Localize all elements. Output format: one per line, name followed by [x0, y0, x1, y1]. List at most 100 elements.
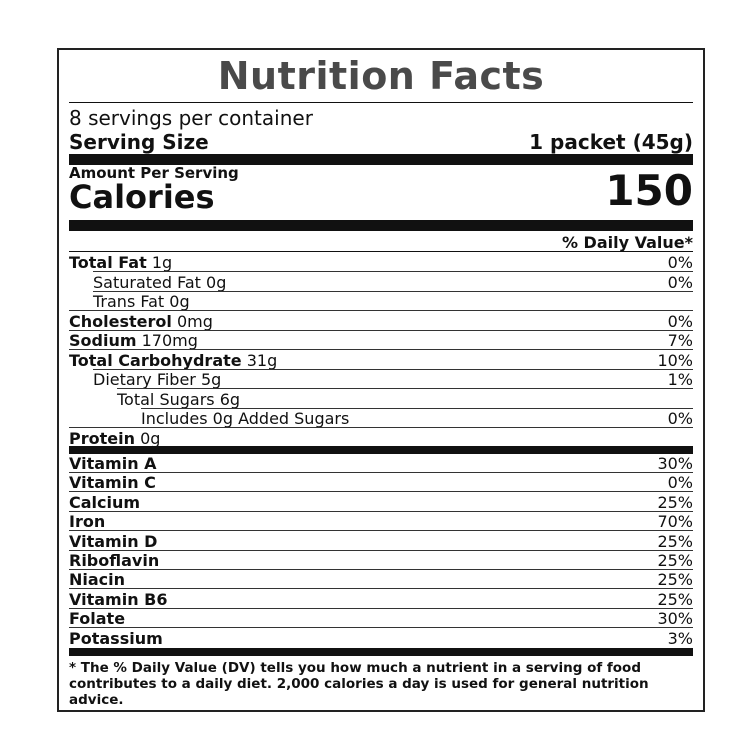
vitamins-divider [69, 648, 693, 656]
nutrient-daily-value: 10% [657, 350, 693, 370]
nutrient-daily-value: 0% [667, 409, 693, 428]
vitamin-name: Iron [69, 512, 106, 532]
footnote: * The % Daily Value (DV) tells you how m… [69, 660, 649, 708]
vitamin-daily-value: 30% [657, 454, 693, 473]
vitamin-daily-value: 25% [657, 531, 693, 551]
nutrient-label: Total Sugars 6g [117, 389, 241, 409]
nutrient-name: Dietary Fiber 5g [93, 370, 221, 389]
daily-value-header: % Daily Value* [561, 233, 693, 252]
vitamin-row: Riboflavin 25% [69, 551, 693, 570]
vitamin-name: Vitamin C [69, 473, 156, 493]
nutrient-label: Saturated Fat 0g [93, 272, 227, 292]
vitamin-daily-value: 25% [657, 492, 693, 512]
servings-per-container: 8 servings per container [69, 106, 313, 130]
vitamin-row: Iron 70% [69, 512, 693, 532]
nutrient-label: Protein [69, 428, 135, 448]
nutrient-label: Includes 0g Added Sugars [141, 409, 350, 428]
nutrient-daily-value: 7% [667, 331, 693, 350]
vitamin-daily-value: 70% [657, 512, 693, 532]
nutrient-row: Sodium 170mg 7% [69, 331, 693, 350]
nutrient-amount: 1g [151, 253, 173, 272]
calories-divider [69, 220, 693, 231]
row-divider [69, 427, 693, 428]
vitamin-name: Vitamin B6 [69, 589, 168, 609]
nutrient-label: Trans Fat 0g [93, 292, 190, 311]
row-divider [141, 407, 693, 409]
vitamin-daily-value: 30% [657, 609, 693, 629]
row-divider [93, 271, 693, 272]
dv-header-divider [69, 251, 693, 252]
row-divider [69, 510, 693, 512]
nutrient-label: Total Carbohydrate [69, 350, 242, 370]
nutrient-amount: 0mg [176, 311, 213, 331]
nutrient-name: Total Fat 1g [69, 253, 172, 272]
vitamin-daily-value: 25% [657, 551, 693, 570]
nutrient-label: Total Fat [69, 253, 147, 272]
nutrient-daily-value: 0% [667, 272, 693, 292]
nutrient-row: Protein 0g [69, 429, 693, 448]
vitamin-name: Niacin [69, 570, 126, 590]
nutrient-row: Saturated Fat 0g 0% [69, 273, 693, 292]
vitamin-name: Folate [69, 609, 126, 629]
protein-divider [69, 446, 693, 454]
nutrient-row: Cholesterol 0mg 0% [69, 312, 693, 331]
nutrient-name: Cholesterol 0mg [69, 312, 213, 331]
row-divider [69, 349, 693, 350]
vitamin-daily-value: 0% [667, 473, 693, 493]
nutrient-label: Sodium [69, 331, 137, 350]
row-divider [69, 607, 693, 609]
vitamin-name: Potassium [69, 628, 163, 648]
vitamin-row: Vitamin A 30% [69, 454, 693, 473]
vitamin-daily-value: 25% [657, 570, 693, 590]
row-divider [69, 530, 693, 532]
nutrient-row: Total Fat 1g 0% [69, 253, 693, 272]
vitamin-name: Calcium [69, 492, 141, 512]
row-divider [69, 588, 693, 590]
label-title: Nutrition Facts [217, 54, 545, 98]
nutrient-row: Total Carbohydrate 31g 10% [69, 351, 693, 370]
nutrient-name: Saturated Fat 0g [93, 273, 226, 292]
vitamin-name: Riboflavin [69, 551, 160, 570]
vitamin-row: Vitamin B6 25% [69, 590, 693, 609]
nutrient-name: Total Sugars 6g [117, 390, 240, 409]
vitamin-name: Vitamin A [69, 454, 157, 473]
nutrient-daily-value: 0% [667, 253, 693, 272]
row-divider [93, 368, 693, 370]
nutrient-label: Dietary Fiber 5g [93, 370, 222, 389]
row-divider [69, 569, 693, 570]
serving-size-value: 1 packet (45g) [529, 130, 693, 154]
row-divider [93, 290, 693, 292]
nutrient-row: Trans Fat 0g [69, 292, 693, 311]
vitamin-name: Vitamin D [69, 531, 158, 551]
nutrient-name: Total Carbohydrate 31g [69, 351, 277, 370]
vitamin-row: Niacin 25% [69, 570, 693, 590]
calories-label: Calories [69, 178, 215, 216]
title-divider [69, 102, 693, 103]
nutrient-row: Dietary Fiber 5g 1% [69, 370, 693, 389]
nutrient-row: Total Sugars 6g [69, 390, 693, 409]
nutrient-amount: 31g [246, 350, 278, 370]
nutrient-amount: 0g [140, 428, 161, 448]
vitamin-row: Folate 30% [69, 609, 693, 629]
nutrition-label: Nutrition Facts 8 servings per container… [57, 48, 705, 712]
row-divider [69, 627, 693, 629]
row-divider [69, 549, 693, 551]
vitamin-daily-value: 25% [657, 589, 693, 609]
calories-value: 150 [605, 166, 693, 215]
row-divider [69, 491, 693, 493]
nutrient-daily-value: 0% [667, 311, 693, 331]
vitamin-row: Vitamin D 25% [69, 532, 693, 551]
vitamin-row: Vitamin C 0% [69, 473, 693, 493]
serving-size-label: Serving Size [69, 130, 209, 154]
row-divider [69, 310, 693, 311]
nutrient-name: Trans Fat 0g [93, 292, 190, 311]
vitamin-row: Calcium 25% [69, 493, 693, 512]
nutrient-name: Includes 0g Added Sugars [141, 409, 349, 428]
serving-divider [69, 154, 693, 165]
nutrient-row: Includes 0g Added Sugars 0% [69, 409, 693, 428]
nutrient-name: Protein 0g [69, 429, 160, 448]
nutrient-daily-value: 1% [667, 370, 693, 389]
nutrient-name: Sodium 170mg [69, 331, 198, 350]
row-divider [69, 472, 693, 473]
nutrient-amount: 170mg [141, 331, 198, 350]
